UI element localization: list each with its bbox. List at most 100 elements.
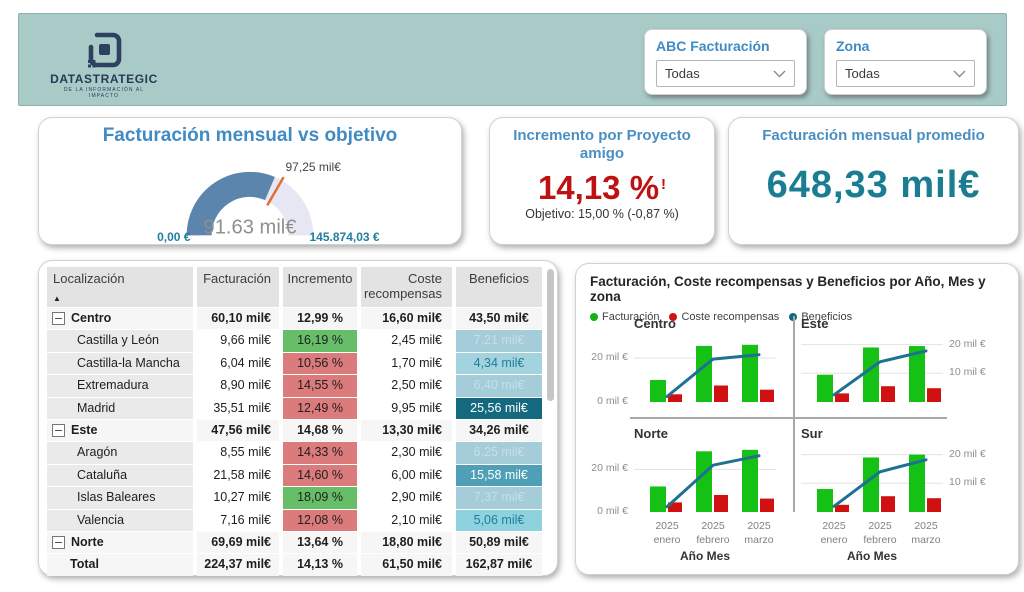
bar-facturacion-sur[interactable] [909,454,925,512]
x-tick-label: 2025 febrero [863,520,897,546]
panel-title-centro: Centro [634,316,676,331]
collapse-icon[interactable] [52,312,65,326]
column-header-beneficios[interactable]: Beneficios [456,267,542,307]
line-beneficios-este[interactable] [832,349,928,397]
line-beneficios-centro[interactable] [665,353,761,398]
cell-coste-recompensas: 18,80 mil€ [361,531,452,554]
row-label: Norte [47,531,193,554]
bar-coste-centro[interactable] [714,385,728,403]
panel-plot-centro [634,344,776,403]
bar-facturacion-centro[interactable] [650,380,666,402]
column-header-facturacion[interactable]: Facturación [197,267,279,307]
table-row-extremadura[interactable]: Extremadura 8,90 mil€ 14,55 % 2,50 mil€ 6,40… [47,375,544,397]
bar-coste-sur[interactable] [881,496,895,512]
bar-facturacion-centro[interactable] [742,344,758,402]
y-tick-label: 20 mil € [591,351,628,363]
line-beneficios-sur[interactable] [832,458,928,508]
collapse-icon[interactable] [52,536,65,550]
cell-incremento: 18,09 % [283,487,357,509]
kpi-card-incremento: Incremento por Proyecto amigo 14,13 %! O… [489,117,715,245]
gauge-chart[interactable]: 97,25 mil€ 91.63 mil€ 0,00 € 145.874,03 … [90,147,410,244]
cell-coste-recompensas: 61,50 mil€ [361,554,452,576]
collapse-icon[interactable] [52,424,65,438]
column-header-localizacion[interactable]: Localización ▲ [47,267,193,307]
table-row-norte[interactable]: Norte 69,69 mil€ 13,64 % 18,80 mil€ 50,89 mi… [47,531,544,554]
legend-item-coste[interactable]: Coste recompensas [669,311,779,323]
cell-incremento: 12,08 % [283,509,357,531]
bar-facturacion-sur[interactable] [817,489,833,512]
row-label: Valencia [47,509,193,531]
x-tick-label: 2025 marzo [744,520,774,546]
bar-facturacion-este[interactable] [863,347,879,402]
cell-coste-recompensas: 1,70 mil€ [361,352,452,375]
bar-facturacion-este[interactable] [909,346,925,402]
panel-plot-sur [801,454,943,512]
table-row-castilla-la-mancha[interactable]: Castilla-la Mancha 6,04 mil€ 10,56 % 1,70 m… [47,352,544,375]
bar-coste-sur[interactable] [835,504,849,512]
bar-coste-norte[interactable] [668,502,682,512]
gauge-max-label: 145.874,03 € [310,230,380,243]
bar-coste-norte[interactable] [760,498,774,512]
row-label: Centro [47,308,193,330]
table-row-este[interactable]: Este 47,56 mil€ 14,68 % 13,30 mil€ 34,26 mil… [47,419,544,442]
small-multiples-chart-card: Facturación, Coste recompensas y Benefic… [575,263,1019,575]
legend-dot-coste [669,313,678,321]
bar-coste-norte[interactable] [714,494,728,512]
bar-facturacion-centro[interactable] [696,345,712,402]
table-row-castilla-y-le-n[interactable]: Castilla y León 9,66 mil€ 16,19 % 2,45 mil€… [47,330,544,352]
y-tick-label: 20 mil € [591,462,628,475]
filter-abc-dropdown[interactable]: Todas [656,60,795,87]
table-row-catalu-a[interactable]: Cataluña 21,58 mil€ 14,60 % 6,00 mil€ 15,58 … [47,464,544,487]
quadrant-divider-vertical [793,316,795,512]
y-tick-label: 10 mil € [949,476,986,489]
column-header-coste[interactable]: Coste recompensas [361,267,452,307]
column-header-incremento[interactable]: Incremento [283,267,357,307]
filter-zona-dropdown[interactable]: Todas [836,60,975,87]
cell-facturacion: 10,27 mil€ [197,487,279,509]
chart-title: Facturación, Coste recompensas y Benefic… [590,274,986,304]
cell-facturacion: 35,51 mil€ [197,397,279,419]
bar-coste-este[interactable] [927,388,941,402]
filter-abc-value: Todas [665,66,700,81]
bar-coste-este[interactable] [881,386,895,402]
legend-dot-facturacion [590,313,598,321]
y-tick-label: 0 mil € [597,395,628,407]
bar-coste-este[interactable] [835,393,849,402]
bar-coste-centro[interactable] [760,389,774,402]
cell-facturacion: 7,16 mil€ [197,509,279,531]
bar-coste-sur[interactable] [927,498,941,512]
gauge-fill [186,171,275,236]
sort-ascending-icon: ▲ [53,294,61,303]
kpi-title: Incremento por Proyecto amigo [513,127,691,162]
table-row-arag-n[interactable]: Aragón 8,55 mil€ 14,33 % 2,30 mil€ 6,25 mil€ [47,442,544,464]
line-beneficios-norte[interactable] [665,454,761,509]
row-label: Cataluña [47,464,193,487]
cell-coste-recompensas: 2,45 mil€ [361,330,452,352]
legend-item-facturacion[interactable]: Facturación [590,311,659,323]
table-row-valencia[interactable]: Valencia 7,16 mil€ 12,08 % 2,10 mil€ 5,06 mi… [47,509,544,531]
table-row-centro[interactable]: Centro 60,10 mil€ 12,99 % 16,60 mil€ 43,50 m… [47,308,544,330]
cell-coste-recompensas: 2,90 mil€ [361,487,452,509]
filter-zona-value: Todas [845,66,880,81]
gauge-target-label: 97,25 mil€ [286,160,342,174]
table-row-total[interactable]: Total 224,37 mil€ 14,13 % 61,50 mil€ 162,87 … [47,554,544,576]
row-label: Castilla-la Mancha [47,352,193,375]
cell-coste-recompensas: 9,95 mil€ [361,397,452,419]
gauge-min-label: 0,00 € [157,230,191,243]
bar-coste-centro[interactable] [668,394,682,402]
logo: DATASTRATEGIC DE LA INFORMACIÓN AL IMPAC… [49,30,159,99]
bar-facturacion-este[interactable] [817,374,833,402]
bar-facturacion-norte[interactable] [742,449,758,512]
bar-facturacion-norte[interactable] [650,486,666,512]
table-row-madrid[interactable]: Madrid 35,51 mil€ 12,49 % 9,95 mil€ 25,56 mi… [47,397,544,419]
brand-name: DATASTRATEGIC [50,72,158,86]
chevron-down-icon [773,70,786,77]
cell-facturacion: 47,56 mil€ [197,419,279,442]
filter-abc-label: ABC Facturación [656,38,770,54]
table-scrollbar[interactable] [547,269,554,401]
bar-facturacion-norte[interactable] [696,451,712,512]
table-row-islas-baleares[interactable]: Islas Baleares 10,27 mil€ 18,09 % 2,90 mil€… [47,487,544,509]
x-tick-label: 2025 marzo [911,520,941,546]
bar-facturacion-sur[interactable] [863,457,879,512]
